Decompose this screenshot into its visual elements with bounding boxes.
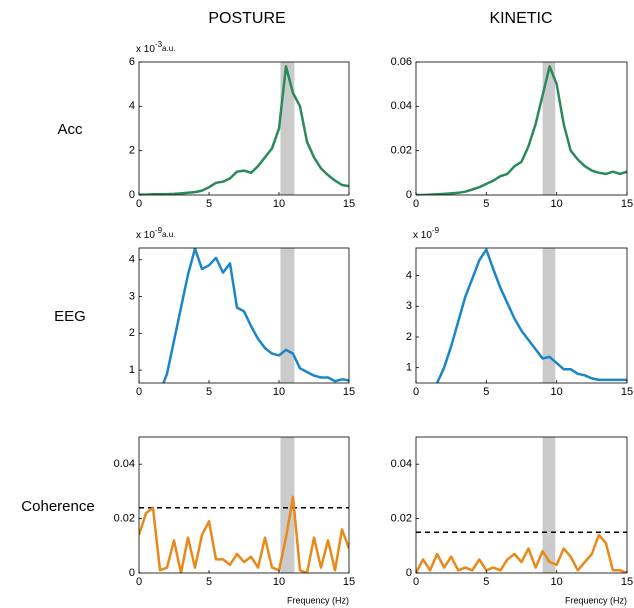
multiplier-exponent: -9 bbox=[432, 226, 440, 235]
x-tick-label: 5 bbox=[206, 198, 212, 210]
y-tick-label: 2 bbox=[129, 145, 135, 157]
y-tick-label: 0 bbox=[129, 189, 135, 201]
x-tick-label: 10 bbox=[273, 198, 285, 210]
y-tick-label: 3 bbox=[406, 300, 412, 312]
column-title: KINETIC bbox=[489, 10, 552, 27]
x-tick-label: 15 bbox=[343, 386, 355, 398]
y-tick-label: 6 bbox=[129, 56, 135, 68]
x-tick-label: 15 bbox=[621, 386, 633, 398]
row-label: Acc bbox=[57, 121, 83, 138]
x-tick-label: 15 bbox=[343, 198, 355, 210]
y-tick-label: 3 bbox=[129, 290, 135, 302]
x-tick-label: 15 bbox=[343, 576, 355, 588]
data-line bbox=[162, 248, 349, 383]
data-line bbox=[416, 65, 627, 195]
x-tick-label: 5 bbox=[483, 198, 489, 210]
data-line bbox=[139, 65, 349, 195]
axes-box bbox=[415, 436, 628, 574]
y-tick-label: 1 bbox=[406, 362, 412, 374]
x-axis-label: Frequency (Hz) bbox=[565, 595, 627, 605]
shaded-band bbox=[280, 248, 295, 383]
multiplier-unit: a.u. bbox=[162, 44, 175, 53]
multiplier-unit: a.u. bbox=[162, 230, 175, 239]
x-tick-label: 0 bbox=[413, 576, 419, 588]
y-tick-label: 2 bbox=[129, 327, 135, 339]
axes-box bbox=[138, 61, 350, 196]
x-tick-label: 10 bbox=[551, 198, 563, 210]
axes-box bbox=[138, 247, 350, 384]
shaded-band bbox=[280, 62, 295, 195]
x-tick-label: 10 bbox=[273, 386, 285, 398]
x-tick-label: 5 bbox=[206, 386, 212, 398]
multiplier-exponent: -3 bbox=[155, 40, 163, 49]
multiplier-base: x 10 bbox=[413, 230, 432, 241]
data-line bbox=[435, 248, 627, 383]
axes-box bbox=[415, 247, 628, 384]
y-tick-label: 4 bbox=[129, 254, 135, 266]
x-tick-label: 0 bbox=[413, 386, 419, 398]
shaded-band bbox=[280, 437, 295, 573]
x-tick-label: 0 bbox=[136, 198, 142, 210]
shaded-band bbox=[542, 248, 556, 383]
data-line bbox=[416, 533, 627, 573]
x-axis-label: Frequency (Hz) bbox=[287, 595, 349, 605]
y-tick-label: 0.04 bbox=[391, 458, 412, 470]
y-multiplier: x 10-9 bbox=[413, 226, 440, 241]
multiplier-exponent: -9 bbox=[155, 226, 163, 235]
column-title: POSTURE bbox=[208, 10, 285, 27]
x-tick-label: 5 bbox=[206, 576, 212, 588]
x-tick-label: 0 bbox=[136, 576, 142, 588]
y-tick-label: 1 bbox=[129, 364, 135, 376]
y-tick-label: 0.02 bbox=[391, 513, 412, 525]
x-tick-label: 5 bbox=[483, 576, 489, 588]
x-tick-label: 10 bbox=[551, 386, 563, 398]
x-tick-label: 15 bbox=[621, 576, 633, 588]
y-tick-label: 2 bbox=[406, 331, 412, 343]
x-tick-label: 15 bbox=[621, 198, 633, 210]
row-label: Coherence bbox=[21, 498, 94, 515]
x-tick-label: 5 bbox=[483, 386, 489, 398]
y-multiplier: x 10-3a.u. bbox=[136, 40, 175, 55]
y-tick-label: 0.06 bbox=[391, 56, 412, 68]
y-tick-label: 4 bbox=[406, 270, 412, 282]
shaded-band bbox=[542, 62, 556, 195]
multiplier-base: x 10 bbox=[136, 44, 155, 55]
shaded-band bbox=[542, 437, 556, 573]
x-tick-label: 0 bbox=[413, 198, 419, 210]
y-tick-label: 0.04 bbox=[391, 100, 412, 112]
y-tick-label: 0.02 bbox=[391, 145, 412, 157]
row-label: EEG bbox=[54, 308, 86, 325]
y-tick-label: 0.04 bbox=[114, 458, 135, 470]
y-tick-label: 0 bbox=[406, 567, 412, 579]
data-line bbox=[139, 495, 349, 573]
multiplier-base: x 10 bbox=[136, 230, 155, 241]
axes-box bbox=[138, 436, 350, 574]
x-tick-label: 0 bbox=[136, 386, 142, 398]
x-tick-label: 10 bbox=[551, 576, 563, 588]
y-multiplier: x 10-9a.u. bbox=[136, 226, 175, 241]
axes-box bbox=[415, 61, 628, 196]
y-tick-label: 0 bbox=[129, 567, 135, 579]
x-tick-label: 10 bbox=[273, 576, 285, 588]
y-tick-label: 4 bbox=[129, 100, 135, 112]
y-tick-label: 0 bbox=[406, 189, 412, 201]
y-tick-label: 0.02 bbox=[114, 513, 135, 525]
